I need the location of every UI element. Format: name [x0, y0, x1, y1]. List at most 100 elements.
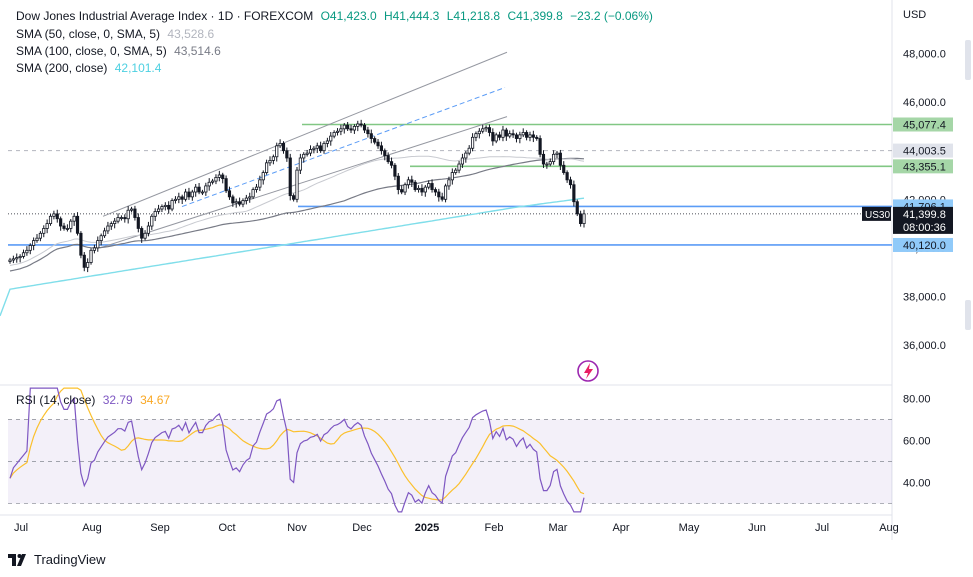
- candle-body: [339, 128, 343, 132]
- candle-body: [575, 201, 579, 215]
- candle-body: [18, 256, 22, 259]
- candle-body: [369, 133, 373, 139]
- candle-body: [342, 124, 346, 130]
- candle-body: [494, 134, 498, 142]
- candle-body: [129, 208, 134, 211]
- candle-body: [234, 201, 238, 204]
- candle-body: [248, 196, 252, 199]
- candle-body: [562, 164, 566, 173]
- candle-body: [400, 189, 404, 193]
- candlestick-series: [8, 119, 586, 273]
- candle-body: [525, 132, 529, 138]
- candle-body: [28, 245, 32, 251]
- sma50-value: 43,528.6: [167, 27, 215, 41]
- candle-body: [214, 177, 218, 182]
- candle-body: [82, 254, 86, 268]
- candle-body: [410, 179, 414, 183]
- candle-body: [32, 240, 36, 246]
- candle-body: [69, 220, 73, 229]
- time-tick-label: Jun: [748, 522, 766, 534]
- rsi-legend[interactable]: RSI (14, close) 32.79 34.67: [16, 393, 174, 407]
- sma200-legend[interactable]: SMA (200, close) 42,101.4: [16, 61, 165, 75]
- time-tick-label: Feb: [485, 522, 504, 534]
- candle-body: [440, 196, 444, 200]
- candle-body: [224, 178, 228, 192]
- sma200-value: 42,101.4: [114, 61, 162, 75]
- price-level-tag: 40,120.0: [903, 240, 946, 252]
- candle-body: [15, 257, 19, 260]
- sma50-legend[interactable]: SMA (50, close, 0, SMA, 5) 43,528.6: [16, 27, 218, 41]
- candle-body: [123, 217, 127, 220]
- candle-body: [227, 190, 232, 198]
- candle-body: [55, 213, 59, 220]
- candle-body: [99, 235, 103, 242]
- candle-body: [35, 237, 39, 242]
- candle-body: [140, 228, 144, 239]
- rsi-tick-label: 80.00: [903, 394, 931, 406]
- candle-body: [464, 152, 468, 159]
- candle-body: [278, 142, 282, 147]
- price-scrollbar[interactable]: [965, 40, 971, 80]
- last-price-tag-bg: [893, 206, 953, 234]
- candle-body: [491, 132, 495, 142]
- price-level-tag-bg: [893, 117, 953, 132]
- candle-body: [450, 172, 454, 181]
- channel-upper-line: [102, 51, 508, 217]
- candle-body: [153, 211, 157, 217]
- candle-body: [177, 196, 181, 200]
- rsi-tick-label: 40.00: [903, 478, 931, 490]
- candle-body: [430, 183, 434, 190]
- time-tick-label: May: [679, 522, 700, 534]
- time-axis: Jul Aug Sep Oct Nov Dec 2025 Feb Mar Apr May Jun Jul…: [14, 522, 899, 534]
- candle-body: [52, 213, 56, 217]
- sma100-legend[interactable]: SMA (100, close, 0, SMA, 5) 43,514.6: [16, 44, 225, 58]
- candle-body: [156, 208, 161, 212]
- candle-body: [261, 172, 265, 181]
- currency-label[interactable]: USD: [903, 9, 927, 21]
- candle-body: [72, 215, 76, 222]
- time-tick-label: Nov: [287, 522, 307, 534]
- candle-body: [173, 198, 178, 201]
- moving-averages: [0, 155, 585, 317]
- candle-body: [163, 204, 167, 207]
- candle-body: [102, 230, 107, 237]
- candle-body: [160, 206, 164, 210]
- sma200-label: SMA (200, close): [16, 61, 108, 75]
- rsi-line: [9, 387, 585, 513]
- candle-body: [315, 145, 319, 149]
- high-value: H41,444.3: [383, 9, 440, 23]
- tradingview-logo-icon: [8, 553, 26, 566]
- candle-body: [447, 179, 451, 187]
- candle-body: [143, 232, 147, 239]
- candle-body: [568, 179, 573, 186]
- candle-body: [211, 180, 215, 183]
- countdown-tag: 08:00:36: [903, 222, 946, 234]
- price-level-tag: 43,355.1: [903, 161, 946, 173]
- candle-body: [467, 147, 471, 154]
- candle-body: [366, 129, 370, 135]
- price-axis: 36,000.038,000.040,000.042,000.044,000.0…: [862, 48, 953, 352]
- time-tick-label: Apr: [612, 522, 629, 534]
- candle-body: [319, 145, 323, 152]
- candle-body: [504, 129, 508, 137]
- candle-body: [75, 215, 80, 234]
- candle-body: [362, 124, 367, 131]
- candle-body: [86, 262, 90, 268]
- price-scrollbar-lower[interactable]: [965, 300, 971, 330]
- candle-body: [477, 130, 481, 135]
- price-level-tag-bg: [893, 237, 953, 252]
- candle-body: [548, 161, 552, 165]
- candle-body: [42, 228, 46, 234]
- candle-body: [413, 181, 417, 190]
- candle-body: [332, 132, 336, 137]
- footer-brand[interactable]: TradingView: [8, 552, 106, 567]
- candle-body: [528, 134, 532, 138]
- candle-body: [470, 136, 475, 149]
- candle-body: [376, 141, 380, 147]
- candle-body: [484, 127, 488, 130]
- candle-body: [288, 157, 292, 197]
- candle-body: [65, 228, 69, 230]
- candle-body: [89, 249, 93, 263]
- time-tick-label: Aug: [82, 522, 102, 534]
